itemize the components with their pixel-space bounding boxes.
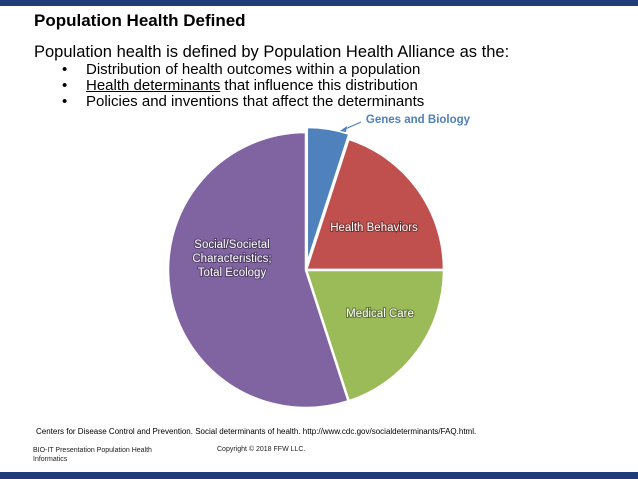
pie-slice-health-behaviors [304, 137, 446, 272]
bullet-list: Distribution of health outcomes within a… [62, 61, 425, 111]
slice-label-health-behaviors: Health Behaviors [330, 222, 418, 234]
pie-slice-social-societal-characteristics-total-ecology [166, 130, 351, 410]
slide-title: Population Health Defined [34, 11, 246, 30]
bullet-text: that influence this distribution [220, 77, 418, 94]
source-citation: Centers for Disease Control and Preventi… [36, 427, 477, 436]
bottom-bar [0, 472, 638, 479]
footer-line: BIO-IT Presentation Population Health [33, 447, 152, 454]
intro-text: Population health is defined by Populati… [34, 43, 510, 61]
pie-slice-medical-care [304, 268, 446, 403]
slice-label-social-societal-characteristics-total-ecology: Social/Societal Characteristics; Total Eco… [192, 239, 271, 279]
leader-arrow-icon [340, 126, 347, 132]
pie-slice-genes-and-biology [305, 125, 352, 266]
slice-label-medical-care: Medical Care [346, 308, 414, 320]
bullet-item: Distribution of health outcomes within a… [62, 61, 424, 79]
bullet-item: Health determinants that influence this … [62, 77, 424, 95]
top-bar [0, 0, 638, 6]
bullet-text: Distribution of health outcomes within a… [86, 61, 421, 78]
bullet-underlined: Health determinants [86, 77, 221, 94]
footer-line: Informatics [33, 456, 68, 463]
bullet-text: Policies and inventions that affect the … [86, 93, 425, 110]
bullet-item: Policies and inventions that affect the … [62, 93, 425, 111]
slice-label-genes-and-biology: Genes and Biology [366, 114, 471, 126]
footer-copyright: Copyright © 2018 FFW LLC. [217, 446, 306, 453]
footer-presentation-name: BIO-IT Presentation Population Health In… [33, 446, 152, 464]
